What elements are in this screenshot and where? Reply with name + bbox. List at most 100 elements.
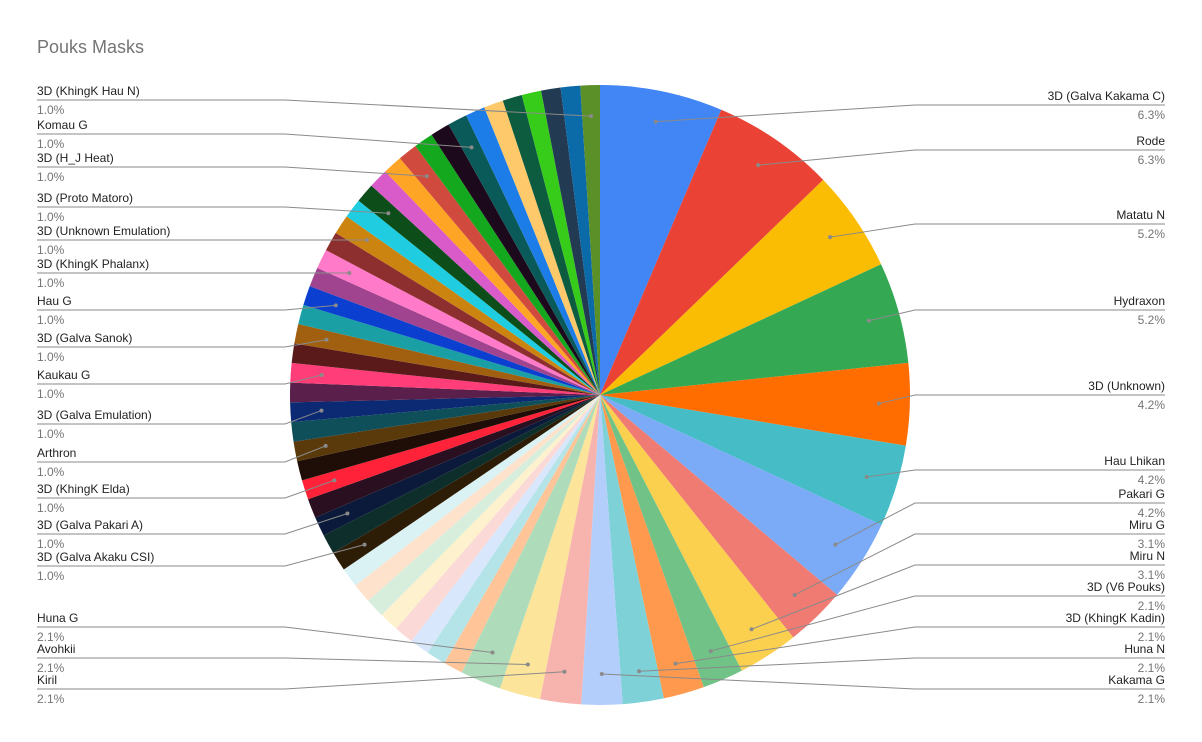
leader-line — [37, 374, 322, 385]
slice-label: 3D (Galva Kakama C) — [1048, 89, 1165, 103]
pie-slice — [396, 395, 600, 642]
pie-slice — [600, 109, 824, 396]
slice-label: 3D (Galva Pakari A) — [37, 518, 143, 532]
pie-slice — [308, 395, 600, 518]
leader-dot — [469, 145, 474, 150]
slice-value-label: 2.1% — [1138, 630, 1166, 644]
slice-label: Arthron — [37, 446, 76, 460]
slice-value-label: 3.1% — [1138, 537, 1166, 551]
leader-dot — [866, 318, 871, 323]
pie-slice — [581, 395, 623, 705]
leader-line — [37, 166, 427, 177]
pie-slice — [346, 200, 600, 395]
leader-line — [866, 469, 1165, 478]
pie-slice — [411, 395, 600, 653]
leader-line — [830, 223, 1165, 238]
pie-slice — [301, 395, 600, 500]
slice-value-label: 3.1% — [1138, 568, 1166, 582]
slice-value-label: 1.0% — [37, 427, 65, 441]
slice-value-label: 1.0% — [37, 569, 65, 583]
leader-dot — [324, 337, 329, 342]
pie-slice — [325, 232, 600, 395]
pie-slice — [466, 107, 600, 395]
chart-title: Pouks Masks — [37, 37, 144, 57]
pie-slice — [600, 362, 910, 446]
leader-line — [601, 673, 1165, 690]
pie-slice — [600, 179, 882, 395]
slice-value-label: 2.1% — [1138, 661, 1166, 675]
slice-value-label: 2.1% — [1138, 692, 1166, 706]
slice-label: Avohkii — [37, 642, 75, 656]
leader-dot — [562, 669, 567, 674]
pie-slice — [315, 395, 600, 536]
leader-dot — [490, 650, 495, 655]
pie-slice — [600, 85, 722, 395]
leader-dot — [525, 662, 530, 667]
leader-dot — [749, 627, 754, 632]
pie-slice — [600, 395, 742, 688]
slice-value-label: 2.1% — [37, 661, 65, 675]
leader-line — [758, 149, 1165, 166]
pie-slice — [600, 264, 909, 395]
pie-slice — [298, 304, 600, 395]
slice-label: Kiril — [37, 673, 57, 687]
slice-value-label: 4.2% — [1138, 398, 1166, 412]
pie-slice — [600, 395, 882, 595]
leader-dot — [589, 114, 594, 119]
leader-line — [878, 394, 1165, 404]
leader-dot — [828, 235, 833, 240]
leader-dot — [347, 271, 352, 275]
pie-slice — [600, 395, 794, 671]
leader-line — [675, 626, 1165, 665]
leader-line — [751, 564, 1165, 630]
pie-slice — [541, 87, 600, 396]
slice-value-label: 6.3% — [1138, 153, 1166, 167]
pie-slice — [580, 85, 600, 395]
leader-line — [37, 206, 389, 214]
slice-value-label: 1.0% — [37, 276, 65, 290]
slice-label: Hydraxon — [1114, 294, 1165, 308]
leader-line — [37, 657, 528, 666]
leader-line — [37, 544, 365, 567]
leader-dot — [424, 174, 429, 179]
leader-dot — [792, 592, 797, 597]
slice-label: 3D (KhingK Elda) — [37, 482, 130, 496]
slice-value-label: 1.0% — [37, 387, 65, 401]
leader-line — [37, 626, 493, 653]
slice-value-label: 1.0% — [37, 103, 65, 117]
slice-label: 3D (KhingK Hau N) — [37, 84, 140, 98]
leader-dot — [756, 163, 761, 168]
leader-dot — [833, 542, 838, 547]
leader-dot — [319, 372, 324, 377]
pie-slice — [297, 395, 600, 481]
slice-value-label: 1.0% — [37, 350, 65, 364]
slice-label: 3D (Unknown) — [1088, 379, 1165, 393]
leader-dot — [599, 671, 604, 676]
pie-slice — [317, 250, 600, 395]
slice-value-label: 2.1% — [1138, 599, 1166, 613]
pie-slice — [291, 395, 600, 442]
leader-dot — [323, 443, 328, 448]
slice-value-label: 5.2% — [1138, 227, 1166, 241]
leader-dot — [637, 669, 642, 674]
pie-slice — [427, 395, 600, 664]
leader-line — [37, 671, 565, 690]
slice-label: 3D (Galva Akaku CSI) — [37, 550, 154, 564]
pie-slice — [499, 395, 600, 700]
slice-label: Rode — [1136, 134, 1165, 148]
leader-line — [639, 657, 1165, 672]
leader-line — [37, 99, 592, 117]
pie-slice — [291, 343, 600, 395]
leader-line — [868, 309, 1165, 322]
leader-dot — [364, 238, 369, 242]
pie-slice — [368, 395, 600, 616]
leader-line — [835, 502, 1165, 546]
pie-slice — [293, 395, 600, 462]
pie-slice — [323, 395, 600, 553]
leader-dot — [319, 408, 324, 413]
slice-value-label: 2.1% — [37, 692, 65, 706]
pie-slice — [560, 85, 600, 395]
slice-value-label: 6.3% — [1138, 108, 1166, 122]
slice-value-label: 1.0% — [37, 501, 65, 515]
